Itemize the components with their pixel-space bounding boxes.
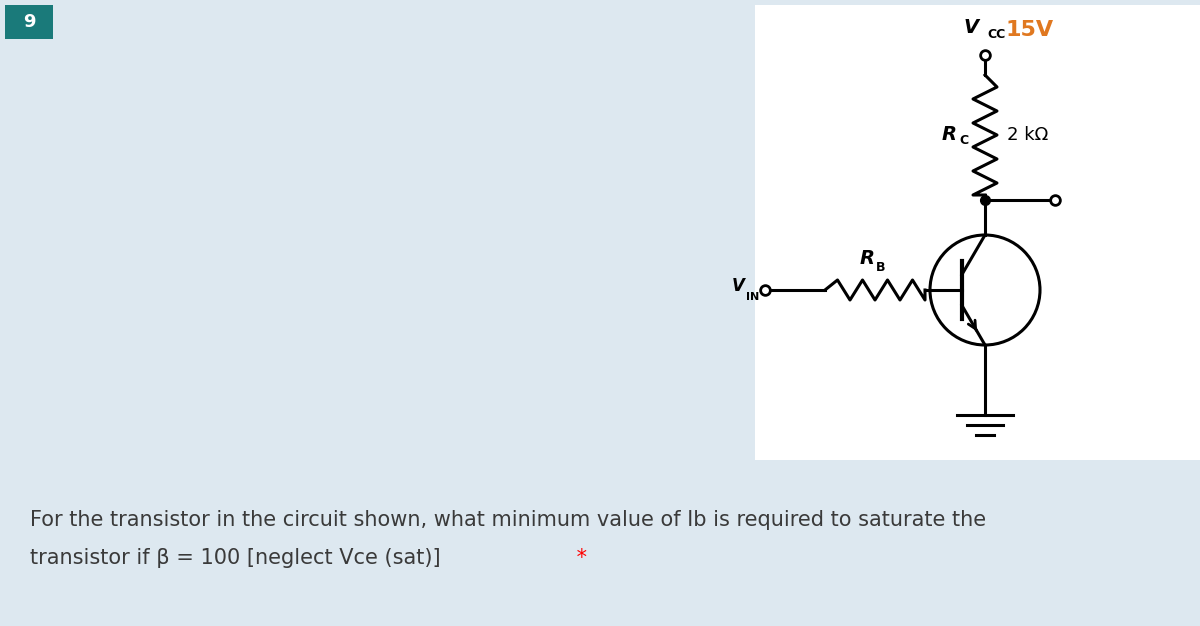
Text: B: B — [876, 261, 886, 274]
Text: C: C — [960, 135, 970, 148]
Text: V: V — [964, 18, 978, 37]
FancyBboxPatch shape — [5, 5, 53, 39]
Text: 2 kΩ: 2 kΩ — [1007, 126, 1049, 144]
Text: For the transistor in the circuit shown, what minimum value of Ib is required to: For the transistor in the circuit shown,… — [30, 510, 986, 530]
Text: V: V — [732, 277, 745, 295]
Text: *: * — [570, 548, 587, 568]
Text: R: R — [942, 125, 958, 145]
Text: CC: CC — [986, 28, 1006, 41]
Text: 15V: 15V — [1006, 20, 1054, 40]
Text: transistor if β = 100 [neglect Vce (sat)]: transistor if β = 100 [neglect Vce (sat)… — [30, 548, 440, 568]
FancyBboxPatch shape — [755, 5, 1200, 460]
Text: IN: IN — [745, 292, 760, 302]
Text: R: R — [859, 249, 875, 268]
Text: 9: 9 — [23, 13, 35, 31]
